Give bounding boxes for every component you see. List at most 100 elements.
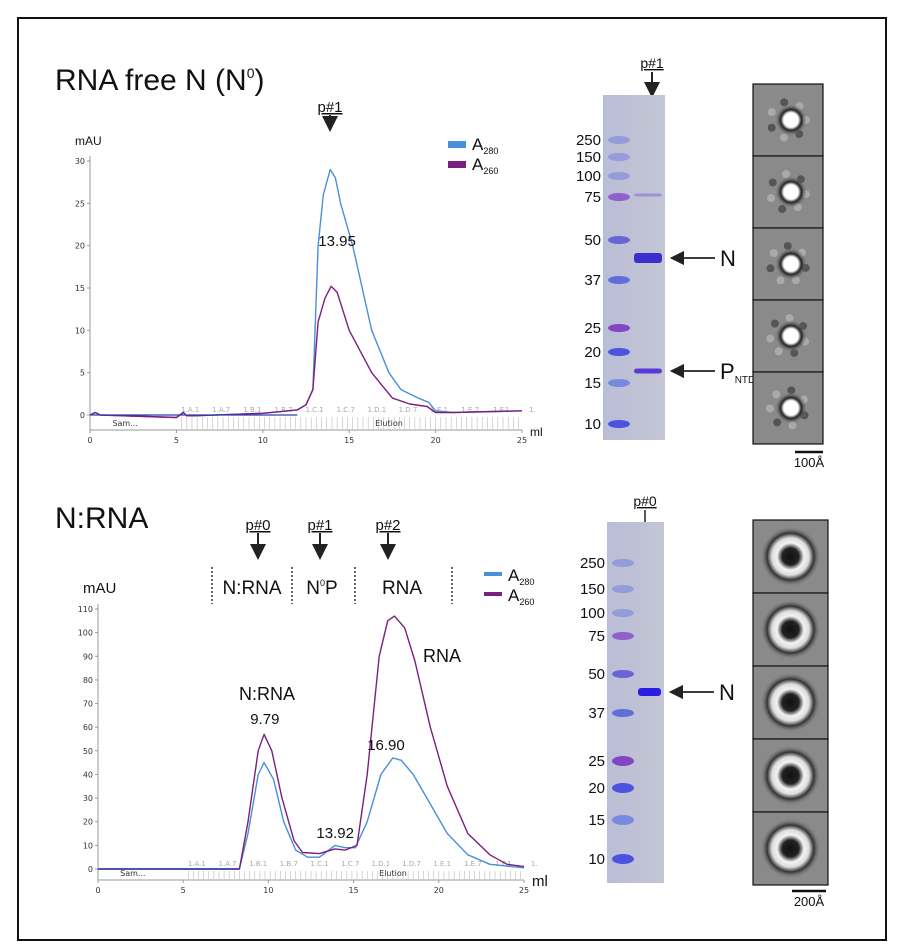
x-tick-label: 5 <box>174 436 179 445</box>
density-blob <box>766 264 775 273</box>
y-tick-label: 10 <box>75 326 85 335</box>
y-tick-label: 25 <box>75 199 85 208</box>
density-blob <box>783 242 792 251</box>
particle <box>775 176 807 208</box>
ladder-label: 10 <box>584 416 601 433</box>
fraction-label: 1.E.1 <box>430 406 448 414</box>
y-tick-label: 80 <box>83 676 93 685</box>
density-blob <box>766 334 775 343</box>
ladder-band <box>608 193 630 201</box>
density-blob <box>769 248 778 257</box>
density-blob <box>767 123 776 132</box>
density-blob <box>767 194 776 203</box>
y-tick-label: 50 <box>83 747 93 756</box>
fraction-label: 1.F.1 <box>495 860 511 868</box>
ladder-band <box>608 324 630 332</box>
fraction-label: 1.E.7 <box>464 860 482 868</box>
segment-label-sample: Sam... <box>112 419 137 428</box>
density-blob <box>770 319 779 328</box>
density-blob <box>778 205 787 214</box>
ladder-label: 75 <box>584 189 601 206</box>
fraction-label: 1.A.1 <box>181 406 199 414</box>
region-rna: RNA <box>382 578 422 599</box>
y-tick-label: 110 <box>78 605 93 614</box>
ladder-label: 250 <box>576 132 601 149</box>
y-tick-label: 20 <box>83 818 93 827</box>
y-tick-label: 100 <box>78 629 93 638</box>
peak-value-label: 13.95 <box>318 233 356 250</box>
ladder-label: 250 <box>580 555 605 572</box>
micrographs-bottom: 200Å <box>752 519 829 909</box>
particle <box>775 104 807 136</box>
ladder-band <box>612 783 634 793</box>
legend-label: A280 <box>472 135 498 156</box>
density-blob <box>766 404 775 413</box>
ladder-band <box>612 854 634 864</box>
sample-band <box>634 368 662 374</box>
ladder-band <box>608 153 630 161</box>
particle <box>760 745 821 806</box>
series-a280 <box>98 757 525 870</box>
band-label: PNTD <box>720 359 755 386</box>
scale-bar-label: 100Å <box>794 455 825 470</box>
gel-image <box>607 522 664 883</box>
y-tick-label: 90 <box>83 652 93 661</box>
ladder-band <box>612 609 634 617</box>
segment-label-elution: Elution <box>379 869 407 878</box>
particle <box>760 818 821 879</box>
ladder-band <box>608 276 630 284</box>
ladder-band <box>608 420 630 428</box>
fraction-label: 1.B.1 <box>249 860 267 868</box>
legend-swatch <box>484 572 502 576</box>
peak-marker-p0: p#0 <box>245 517 270 534</box>
fraction-label: 1.F.1 <box>493 406 509 414</box>
ladder-label: 150 <box>580 581 605 598</box>
x-tick-label: 10 <box>263 886 273 895</box>
ladder-label: 37 <box>588 705 605 722</box>
x-tick-label: 15 <box>349 886 359 895</box>
fraction-label: 1.A.1 <box>188 860 206 868</box>
y-tick-label: 20 <box>75 242 85 251</box>
x-tick-label: 0 <box>95 886 100 895</box>
ladder-label: 150 <box>576 149 601 166</box>
y-tick-label: 30 <box>83 794 93 803</box>
sample-band <box>634 253 662 263</box>
fraction-label: 1.D.1 <box>367 406 386 414</box>
y-tick-label: 0 <box>88 865 93 874</box>
particle <box>760 672 821 733</box>
ladder-label: 20 <box>584 344 601 361</box>
sample-band <box>638 688 661 696</box>
ladder-label: 75 <box>588 628 605 645</box>
series-a260 <box>98 615 525 870</box>
series-a280 <box>89 168 523 419</box>
gel-bottom-marker: p#0 <box>633 493 657 509</box>
x-tick-label: 20 <box>434 886 444 895</box>
ladder-band <box>612 632 634 640</box>
density-blob <box>772 390 781 399</box>
x-axis-label: ml <box>530 425 543 439</box>
fraction-label: 1.C.7 <box>341 860 359 868</box>
x-tick-label: 20 <box>431 436 441 445</box>
ladder-band <box>608 172 630 180</box>
y-axis-label: mAU <box>75 134 102 148</box>
ladder-band <box>608 379 630 387</box>
fraction-label: 1.D.7 <box>399 406 418 414</box>
ladder-label: 25 <box>584 320 601 337</box>
fraction-label: 1.A.7 <box>218 860 236 868</box>
bottom-title: N:RNA <box>55 502 148 535</box>
fraction-label: 1.B.1 <box>243 406 261 414</box>
particle <box>760 526 821 587</box>
fraction-label: 1. <box>529 406 536 414</box>
legend-swatch <box>484 592 502 596</box>
sample-band <box>634 193 662 197</box>
x-tick-label: 25 <box>517 436 527 445</box>
scale-bar-label: 200Å <box>794 894 825 909</box>
y-tick-label: 60 <box>83 723 93 732</box>
density-blob <box>779 133 788 142</box>
gel-top-marker: p#1 <box>640 55 664 71</box>
x-tick-label: 5 <box>181 886 186 895</box>
ladder-label: 50 <box>584 232 601 249</box>
peak-markers: p#0 p#1 p#2 <box>245 517 401 560</box>
ladder-band <box>612 585 634 593</box>
